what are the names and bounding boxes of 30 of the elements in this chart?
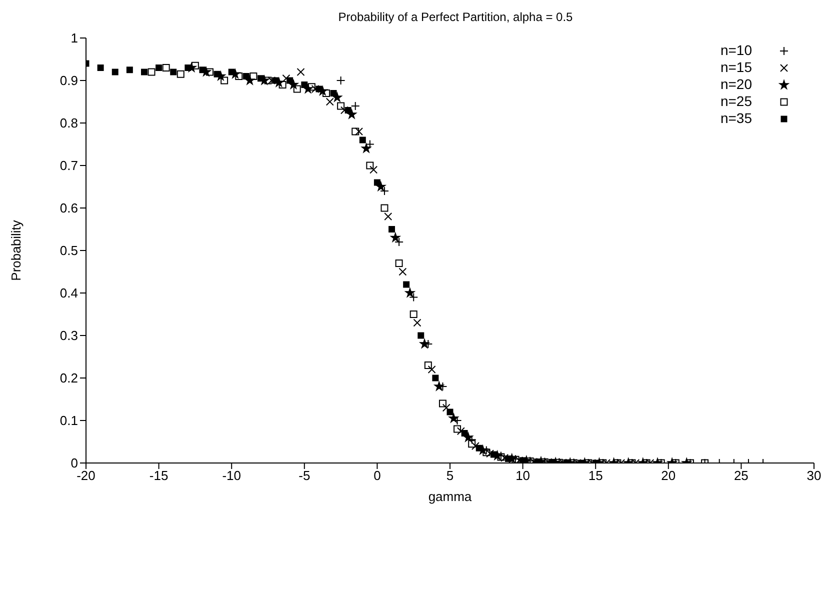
y-tick-label: 0.8 — [60, 116, 78, 131]
chart-title: Probability of a Perfect Partition, alpha = 0.5 — [337, 10, 574, 24]
x-tick-label: 20 — [661, 468, 676, 484]
y-tick-label: 0.3 — [60, 328, 78, 344]
y-tick-label: 0 — [70, 456, 78, 471]
legend-label: n=20 — [720, 76, 752, 93]
x-axis-title: gamma — [428, 489, 472, 504]
y-tick-label: 0.2 — [60, 370, 78, 386]
y-axis-title: Probability — [8, 220, 24, 281]
y-tick-label: 0.6 — [60, 200, 78, 216]
legend-label: n=15 — [720, 59, 752, 76]
y-tick-label: 0.7 — [60, 158, 78, 174]
x-tick-label: -15 — [149, 468, 168, 484]
x-tick-label: 5 — [446, 468, 454, 484]
x-tick-label: 15 — [588, 468, 603, 484]
x-tick-label: -20 — [76, 468, 96, 484]
x-tick-label: 10 — [516, 468, 530, 484]
y-tick-label: 1 — [70, 30, 78, 46]
legend-label: n=35 — [720, 110, 752, 127]
y-tick-label: 0.1 — [60, 413, 78, 428]
x-tick-label: 25 — [734, 468, 748, 484]
x-tick-label: -5 — [298, 468, 310, 484]
y-tick-label: 0.5 — [60, 243, 78, 258]
legend-label: n=10 — [720, 42, 752, 59]
y-tick-label: 0.4 — [60, 286, 78, 301]
y-tick-label: 0.9 — [60, 73, 78, 88]
x-tick-label: 30 — [806, 468, 822, 484]
x-tick-label: -10 — [222, 468, 241, 484]
x-tick-label: 0 — [374, 468, 381, 484]
legend-label: n=25 — [720, 93, 752, 110]
